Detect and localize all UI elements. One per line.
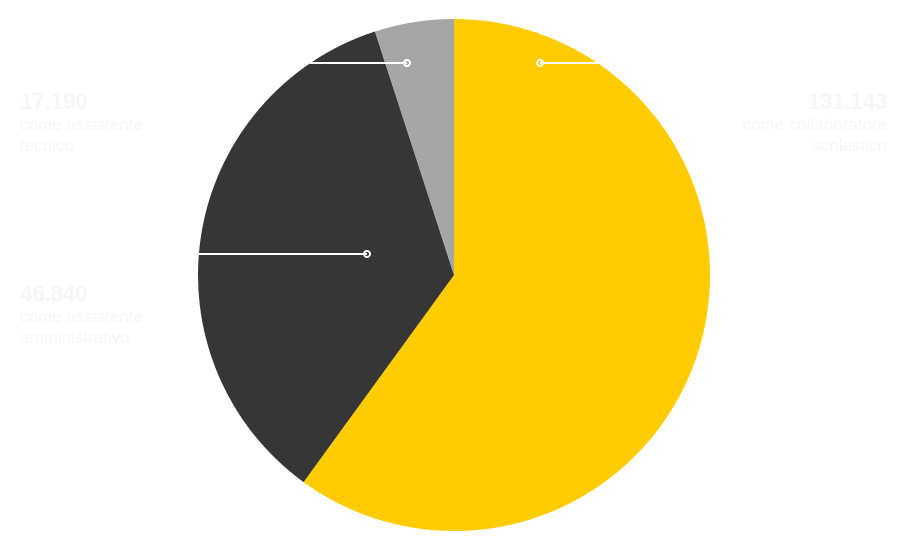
leader-dot [536,59,544,67]
label-collaboratore-scolastico: 131.143 come collaboratore scolastico [707,88,887,156]
value-label: 46.840 [20,280,88,306]
pie-slice [198,31,454,483]
leader-dot [403,59,411,67]
value-label: 131.143 [807,88,887,114]
category-label: come assistente amministrativo [20,307,143,347]
label-assistente-amministrativo: 46.840 come assistente amministrativo [20,280,180,348]
pie-slice [303,19,711,532]
label-assistente-tecnico: 17.190 come assistente tecnico [20,88,180,156]
pie-slice [374,19,454,275]
category-label: come collaboratore scolastico [742,115,887,155]
leader-dot [363,250,371,258]
category-label: come assistente tecnico [20,115,143,155]
value-label: 17.190 [20,88,88,114]
